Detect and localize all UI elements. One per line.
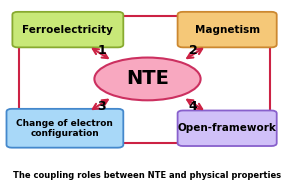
FancyBboxPatch shape xyxy=(178,111,277,146)
FancyBboxPatch shape xyxy=(12,12,123,47)
Text: Magnetism: Magnetism xyxy=(195,25,260,35)
Bar xyxy=(19,16,270,143)
Text: 1: 1 xyxy=(97,44,106,57)
Text: The coupling roles between NTE and physical properties: The coupling roles between NTE and physi… xyxy=(14,171,281,180)
Text: NTE: NTE xyxy=(126,69,169,88)
Text: 3: 3 xyxy=(97,100,106,113)
FancyBboxPatch shape xyxy=(6,109,123,148)
FancyBboxPatch shape xyxy=(178,12,277,47)
Text: Change of electron
configuration: Change of electron configuration xyxy=(17,119,113,138)
Text: 4: 4 xyxy=(189,100,198,113)
Ellipse shape xyxy=(94,57,201,100)
Text: Ferroelectricity: Ferroelectricity xyxy=(22,25,113,35)
Text: 2: 2 xyxy=(189,44,198,57)
Text: Open-framework: Open-framework xyxy=(178,123,277,133)
